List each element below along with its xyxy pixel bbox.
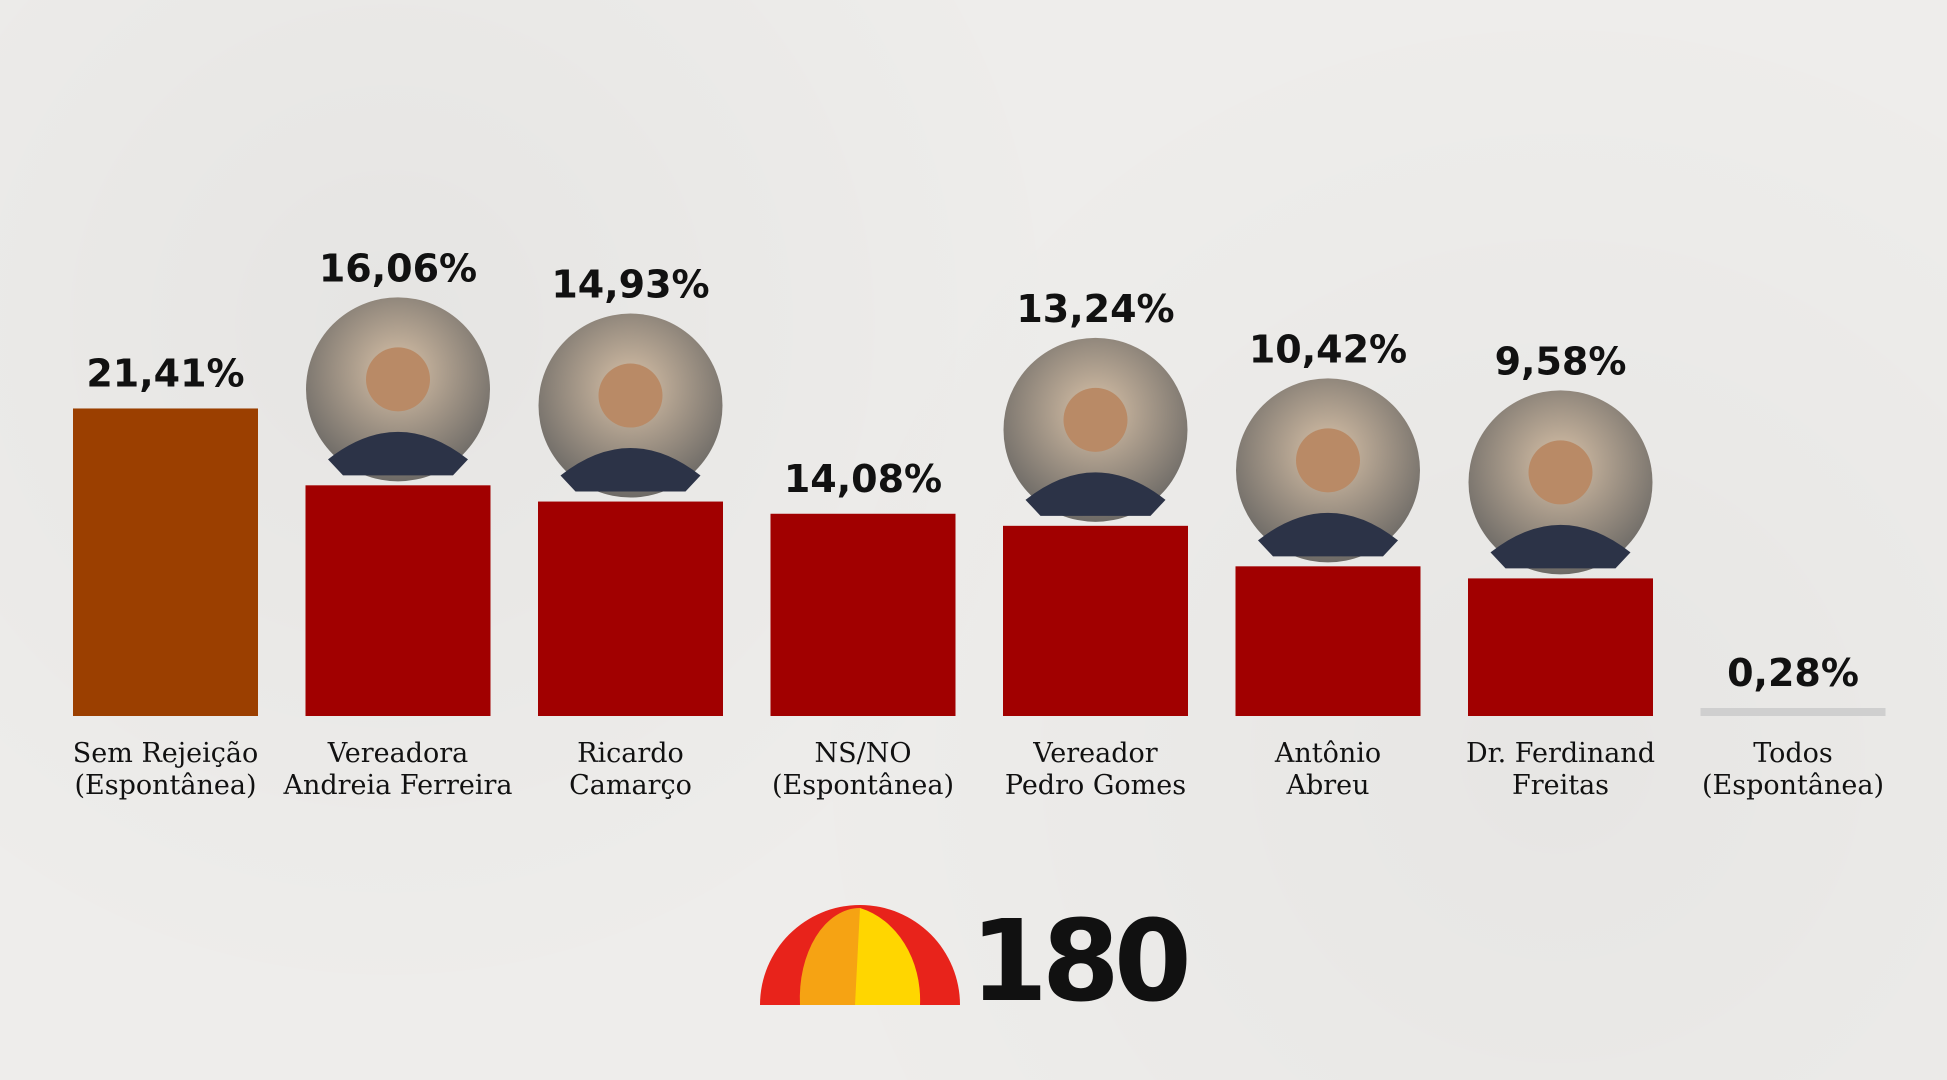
person-body-icon <box>328 431 468 476</box>
person-body-icon <box>1025 472 1166 516</box>
category-label-7-0: Todos <box>1753 738 1833 769</box>
logo-180: 180 <box>760 900 1193 1010</box>
person-icon <box>1528 440 1593 505</box>
person-body-icon <box>560 448 701 492</box>
bar-1 <box>305 485 491 716</box>
category-label-6-0: Dr. Ferdinand <box>1466 738 1655 769</box>
bar-6 <box>1468 578 1653 716</box>
category-label-0-1: (Espontânea) <box>75 770 257 801</box>
value-label-4: 13,24% <box>1016 287 1174 331</box>
category-label-4-1: Pedro Gomes <box>1005 770 1186 801</box>
bar-4 <box>1003 525 1188 716</box>
category-label-3-0: NS/NO <box>815 738 912 769</box>
logo-text: 180 <box>970 900 1187 1010</box>
bar-3 <box>770 513 956 716</box>
category-label-7-1: (Espontânea) <box>1702 770 1884 801</box>
person-icon <box>1063 387 1128 452</box>
value-label-6: 9,58% <box>1495 339 1627 383</box>
category-label-3-1: (Espontânea) <box>772 770 954 801</box>
value-label-0: 21,41% <box>86 351 244 395</box>
value-label-2: 14,93% <box>551 263 709 307</box>
category-label-1-0: Vereadora <box>327 738 469 769</box>
person-body-icon <box>1490 524 1631 569</box>
bar-5 <box>1235 566 1421 716</box>
person-icon <box>366 347 430 412</box>
value-label-7: 0,28% <box>1727 651 1859 695</box>
value-label-3: 14,08% <box>784 457 942 501</box>
category-label-2-0: Ricardo <box>577 738 684 769</box>
value-label-5: 10,42% <box>1249 327 1407 371</box>
person-icon <box>1296 428 1360 493</box>
category-label-4-0: Vereador <box>1032 738 1158 769</box>
bar-0 <box>73 408 258 716</box>
category-label-5-0: Antônio <box>1274 738 1381 769</box>
sun-logo-icon <box>760 905 960 1005</box>
bar-2 <box>538 501 723 716</box>
category-label-5-1: Abreu <box>1285 770 1369 801</box>
person-body-icon <box>1258 512 1398 557</box>
category-label-0-0: Sem Rejeição <box>73 738 258 769</box>
category-label-1-1: Andreia Ferreira <box>282 770 512 801</box>
value-label-1: 16,06% <box>319 246 477 290</box>
category-label-6-1: Freitas <box>1512 770 1609 801</box>
person-icon <box>598 363 663 428</box>
category-label-2-1: Camarço <box>569 770 692 801</box>
bar-7 <box>1700 708 1886 716</box>
